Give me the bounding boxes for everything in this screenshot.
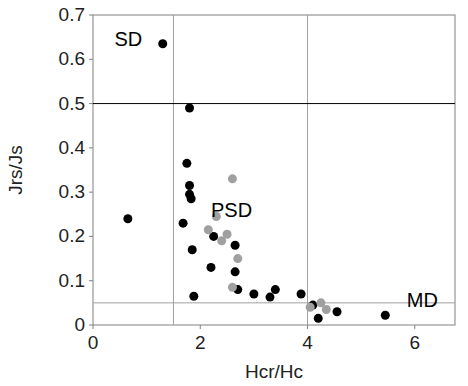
y-tick-label: 0.2 [59, 225, 85, 246]
plot-area [93, 15, 455, 325]
data-point [182, 159, 191, 168]
data-point [249, 290, 258, 299]
data-point [158, 39, 167, 48]
data-point [231, 267, 240, 276]
data-point [179, 219, 188, 228]
x-tick-label: 6 [409, 332, 420, 353]
y-tick-label: 0.1 [59, 270, 85, 291]
x-tick-label: 4 [302, 332, 313, 353]
x-tick-label: 2 [195, 332, 206, 353]
x-tick [93, 325, 94, 329]
y-tick [89, 280, 93, 281]
plot-frame [93, 15, 455, 325]
data-point [185, 104, 194, 113]
x-tick [200, 325, 201, 329]
x-axis-label: Hcr/Hc [245, 361, 303, 382]
data-point [231, 241, 240, 250]
y-tick-label: 0 [74, 314, 85, 335]
data-point [271, 285, 280, 294]
reference-line [93, 103, 455, 104]
y-tick-label: 0.4 [59, 137, 86, 158]
y-tick-label: 0.3 [59, 181, 85, 202]
y-tick [89, 192, 93, 193]
y-tick [89, 147, 93, 148]
data-point [188, 245, 197, 254]
data-point [265, 293, 274, 302]
y-tick [89, 103, 93, 104]
data-point [217, 236, 226, 245]
y-tick [89, 59, 93, 60]
data-point [233, 254, 242, 263]
data-point [228, 174, 237, 183]
reference-line [307, 15, 308, 325]
y-tick-label: 0.7 [59, 4, 85, 25]
data-point [185, 181, 194, 190]
reference-line [93, 302, 455, 303]
y-tick-label: 0.5 [59, 93, 85, 114]
x-tick [414, 325, 415, 329]
data-point [297, 290, 306, 299]
data-point [314, 314, 323, 323]
data-point [306, 303, 315, 312]
data-point [204, 225, 213, 234]
region-label: SD [114, 28, 142, 50]
data-point [189, 292, 198, 301]
data-point [322, 305, 331, 314]
x-tick-label: 0 [88, 332, 99, 353]
data-point [123, 214, 132, 223]
y-tick [89, 325, 93, 326]
data-point [381, 311, 390, 320]
y-axis-label: Jrs/Js [5, 145, 26, 195]
x-tick [307, 325, 308, 329]
data-point [187, 194, 196, 203]
reference-line [173, 15, 174, 325]
chart: 0 2 4 6 0 0.1 0.2 0.3 0.4 0.5 0.6 0.7 Hcr/Hc Jrs/Js SD… [0, 0, 468, 386]
data-point [206, 263, 215, 272]
region-label: MD [407, 289, 438, 311]
y-tick [89, 15, 93, 16]
data-point [228, 283, 237, 292]
y-tick [89, 236, 93, 237]
region-label: PSD [211, 199, 252, 221]
data-point [333, 307, 342, 316]
y-tick-label: 0.6 [59, 48, 85, 69]
